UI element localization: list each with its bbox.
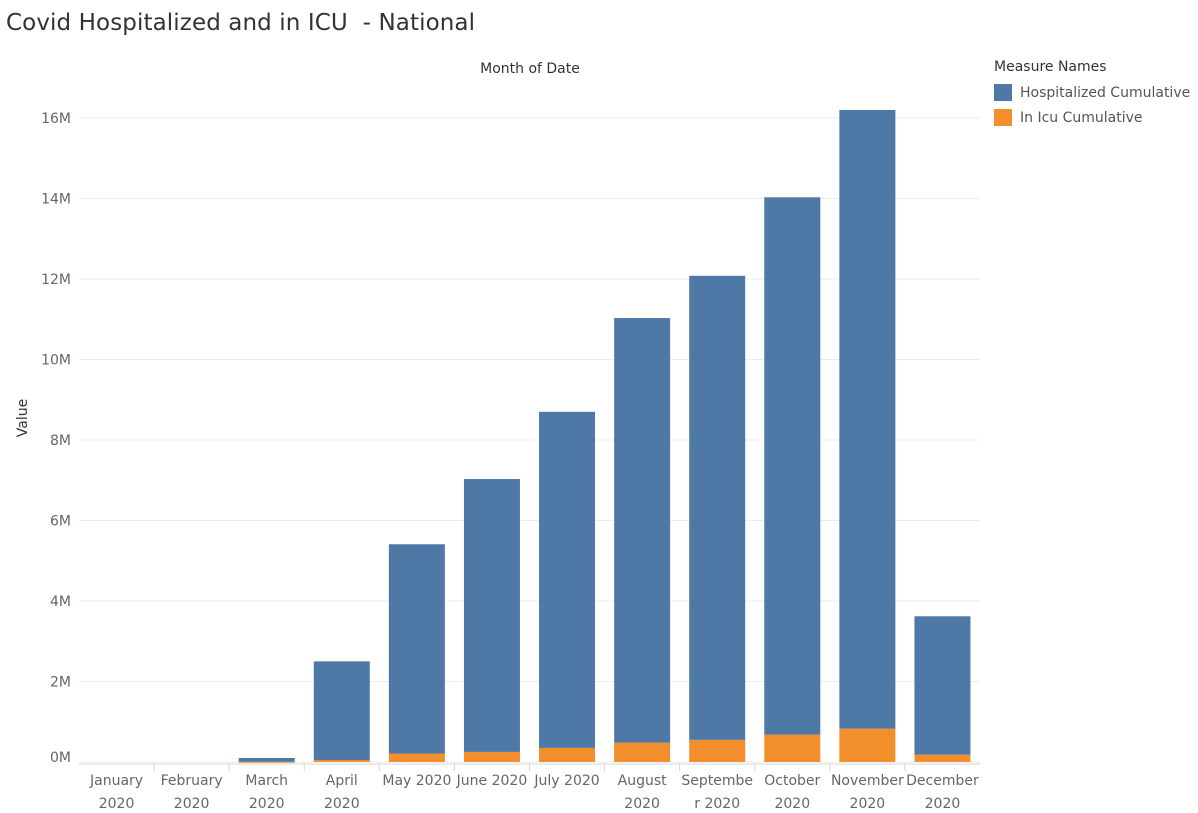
y-tick-label: 16M bbox=[41, 111, 71, 127]
legend: Measure Names Hospitalized Cumulative In… bbox=[994, 59, 1190, 130]
x-tick-label: February bbox=[161, 773, 223, 789]
bar-in-icu-cumulative bbox=[238, 761, 295, 763]
y-tick-label: 14M bbox=[41, 192, 71, 208]
legend-swatch-icu bbox=[994, 109, 1012, 126]
x-tick-label-line2: 2020 bbox=[774, 796, 810, 812]
y-tick-label: 4M bbox=[50, 594, 71, 610]
x-tick-label: March bbox=[245, 773, 288, 789]
y-tick-label: 8M bbox=[50, 433, 71, 449]
x-tick-label: August bbox=[618, 773, 668, 789]
bar-hospitalized-cumulative bbox=[539, 411, 596, 748]
page-title: Covid Hospitalized and in ICU - National bbox=[6, 10, 476, 36]
bar-in-icu-cumulative bbox=[614, 742, 671, 762]
x-tick-label-line2: 2020 bbox=[624, 796, 660, 812]
x-tick-label: June 2020 bbox=[456, 773, 528, 789]
x-tick-label: Septembe bbox=[681, 773, 753, 789]
bar-hospitalized-cumulative bbox=[839, 109, 896, 729]
bar-hospitalized-cumulative bbox=[689, 275, 746, 740]
y-tick-label: 10M bbox=[41, 353, 71, 369]
x-tick-label: May 2020 bbox=[382, 773, 451, 789]
x-tick-label-line2: 2020 bbox=[925, 796, 961, 812]
x-tick-label: December bbox=[906, 773, 979, 789]
x-tick-label: January bbox=[89, 773, 143, 789]
x-tick-label: October bbox=[764, 773, 820, 789]
x-tick-label-line2: 2020 bbox=[249, 796, 285, 812]
bar-in-icu-cumulative bbox=[463, 751, 520, 762]
x-tick-label-line2: 2020 bbox=[850, 796, 886, 812]
y-axis-title: Value bbox=[15, 399, 31, 437]
bar-hospitalized-cumulative bbox=[238, 757, 295, 762]
bar-hospitalized-cumulative bbox=[463, 479, 520, 752]
y-tick-label: 12M bbox=[41, 272, 71, 288]
bar-in-icu-cumulative bbox=[764, 734, 821, 762]
bar-hospitalized-cumulative bbox=[313, 661, 370, 760]
x-tick-label-line2: 2020 bbox=[174, 796, 210, 812]
bar-hospitalized-cumulative bbox=[388, 544, 445, 754]
bar-in-icu-cumulative bbox=[388, 753, 445, 762]
x-axis-title: Month of Date bbox=[480, 61, 580, 77]
bar-hospitalized-cumulative bbox=[764, 197, 821, 735]
y-tick-label: 2M bbox=[50, 675, 71, 691]
x-tick-label: April bbox=[326, 773, 358, 789]
y-tick-label: 6M bbox=[50, 514, 71, 530]
legend-label-hospitalized: Hospitalized Cumulative bbox=[1020, 84, 1191, 101]
x-tick-label: November bbox=[831, 773, 904, 789]
bar-hospitalized-cumulative bbox=[914, 616, 971, 755]
legend-label-icu: In Icu Cumulative bbox=[1020, 109, 1143, 126]
legend-swatch-hospitalized bbox=[994, 84, 1012, 101]
legend-item-icu[interactable]: In Icu Cumulative bbox=[994, 105, 1190, 130]
bar-in-icu-cumulative bbox=[839, 728, 896, 762]
x-tick-label-line2: r 2020 bbox=[694, 796, 740, 812]
x-tick-label: July 2020 bbox=[533, 773, 599, 789]
legend-title: Measure Names bbox=[994, 59, 1107, 75]
x-tick-label-line2: 2020 bbox=[324, 796, 360, 812]
bar-hospitalized-cumulative bbox=[614, 318, 671, 743]
x-tick-label-line2: 2020 bbox=[99, 796, 135, 812]
legend-item-hospitalized[interactable]: Hospitalized Cumulative bbox=[994, 80, 1190, 105]
bar-in-icu-cumulative bbox=[313, 759, 370, 762]
y-tick-label: 0M bbox=[50, 750, 71, 766]
bar-in-icu-cumulative bbox=[689, 739, 746, 762]
bar-in-icu-cumulative bbox=[539, 747, 596, 762]
bar-in-icu-cumulative bbox=[914, 754, 971, 762]
